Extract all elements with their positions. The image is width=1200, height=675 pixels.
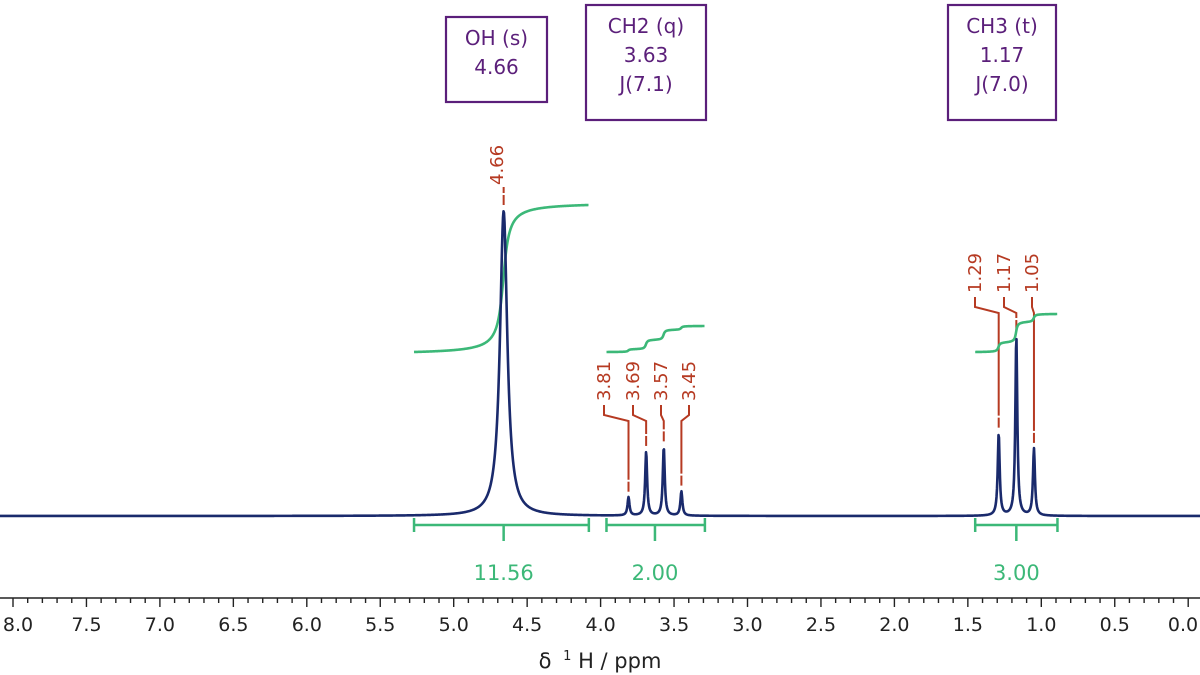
peak-label-1.29: 1.29 bbox=[965, 253, 1000, 428]
annotation-line: 4.66 bbox=[474, 55, 519, 79]
integral-brackets: 11.56 2.00 3.00 bbox=[412, 518, 1059, 585]
annotation-box-ch3: CH3 (t) 1.17 J(7.0) bbox=[946, 3, 1058, 122]
x-tick-label: 0.5 bbox=[1100, 614, 1130, 636]
annotation-line: 3.63 bbox=[624, 43, 669, 67]
x-tick-label: 5.5 bbox=[365, 614, 395, 636]
annotation-line: J(7.1) bbox=[617, 72, 672, 96]
peak-value: 3.57 bbox=[651, 361, 672, 401]
x-tick-label: 2.5 bbox=[806, 614, 836, 636]
x-tick-label: 2.0 bbox=[879, 614, 909, 636]
annotation-line: OH (s) bbox=[465, 26, 528, 50]
spectrum bbox=[0, 210, 1200, 518]
peak-value: 1.17 bbox=[994, 253, 1015, 293]
peak-value: 3.45 bbox=[679, 361, 700, 401]
peak-label-1.17: 1.17 bbox=[994, 253, 1018, 331]
peak-leader bbox=[680, 405, 690, 474]
peak-label-3.69: 3.69 bbox=[623, 361, 648, 446]
integral-bracket-2.00: 2.00 bbox=[605, 518, 707, 585]
integral-value: 3.00 bbox=[993, 561, 1040, 585]
spectrum-line bbox=[0, 210, 1200, 518]
integral-bracket-3.00: 3.00 bbox=[973, 518, 1059, 585]
x-tick-label: 4.0 bbox=[585, 614, 615, 636]
x-tick-label: 5.0 bbox=[439, 614, 469, 636]
peak-leader bbox=[660, 405, 665, 430]
x-tick-label: 1.5 bbox=[953, 614, 983, 636]
peak-value: 3.81 bbox=[594, 361, 615, 401]
annotation-line: CH2 (q) bbox=[608, 14, 684, 38]
integral-bracket-11.56: 11.56 bbox=[412, 518, 591, 585]
x-tick-label: 6.0 bbox=[292, 614, 322, 636]
annotation-line: 1.17 bbox=[980, 43, 1025, 67]
x-tick-label: 3.0 bbox=[732, 614, 762, 636]
x-tick-label: 4.5 bbox=[512, 614, 542, 636]
peak-value: 3.69 bbox=[623, 361, 644, 401]
x-axis-title: δ 1 H / ppm bbox=[539, 641, 662, 673]
peak-leader bbox=[632, 405, 648, 434]
peak-label-1.05: 1.05 bbox=[1022, 253, 1043, 443]
annotation-frame bbox=[584, 3, 708, 122]
x-tick-label: 0.0 bbox=[1168, 614, 1198, 636]
integral-curves bbox=[413, 203, 1058, 354]
annotation-frame bbox=[946, 3, 1058, 122]
integral-curve-3.00 bbox=[975, 312, 1058, 354]
peak-value: 1.29 bbox=[965, 253, 986, 293]
peak-value: 1.05 bbox=[1022, 253, 1043, 293]
annotation-line: J(7.0) bbox=[973, 72, 1028, 96]
peak-leader bbox=[1031, 297, 1035, 431]
multiplet-annotations: OH (s) 4.66 CH2 (q) 3.63 J(7.1) CH3 (t) 1.17 J(… bbox=[444, 3, 1058, 122]
peak-value: 4.66 bbox=[487, 145, 508, 185]
x-tick-label: 1.0 bbox=[1026, 614, 1056, 636]
x-tick-label: 7.0 bbox=[145, 614, 175, 636]
annotation-box-oh: OH (s) 4.66 bbox=[444, 15, 549, 104]
x-tick-label: 7.5 bbox=[71, 614, 101, 636]
peak-label-4.66: 4.66 bbox=[487, 145, 508, 205]
peak-leader bbox=[1003, 297, 1018, 319]
peak-leader bbox=[603, 405, 630, 480]
annotation-frame bbox=[444, 15, 549, 104]
peak-labels: 4.66 3.81 3.69 3.57 3.45 1.29 1.17 1.05 bbox=[487, 145, 1043, 492]
peak-label-3.57: 3.57 bbox=[651, 361, 672, 442]
peak-label-3.81: 3.81 bbox=[594, 361, 630, 492]
x-axis: 8.0 7.5 7.0 6.5 6.0 5.5 5.0 4.5 4.0 3.5 3.0 2.5 2.0 1… bbox=[0, 597, 1200, 636]
peak-label-3.45: 3.45 bbox=[679, 361, 700, 486]
annotation-box-ch2: CH2 (q) 3.63 J(7.1) bbox=[584, 3, 708, 122]
integral-value: 11.56 bbox=[474, 561, 534, 585]
x-tick-label: 3.5 bbox=[659, 614, 689, 636]
x-tick-label: 6.5 bbox=[218, 614, 248, 636]
annotation-line: CH3 (t) bbox=[966, 14, 1038, 38]
x-tick-label: 8.0 bbox=[3, 614, 33, 636]
integral-curve-2.00 bbox=[606, 324, 705, 354]
peak-leader bbox=[974, 297, 1000, 416]
integral-value: 2.00 bbox=[632, 561, 679, 585]
